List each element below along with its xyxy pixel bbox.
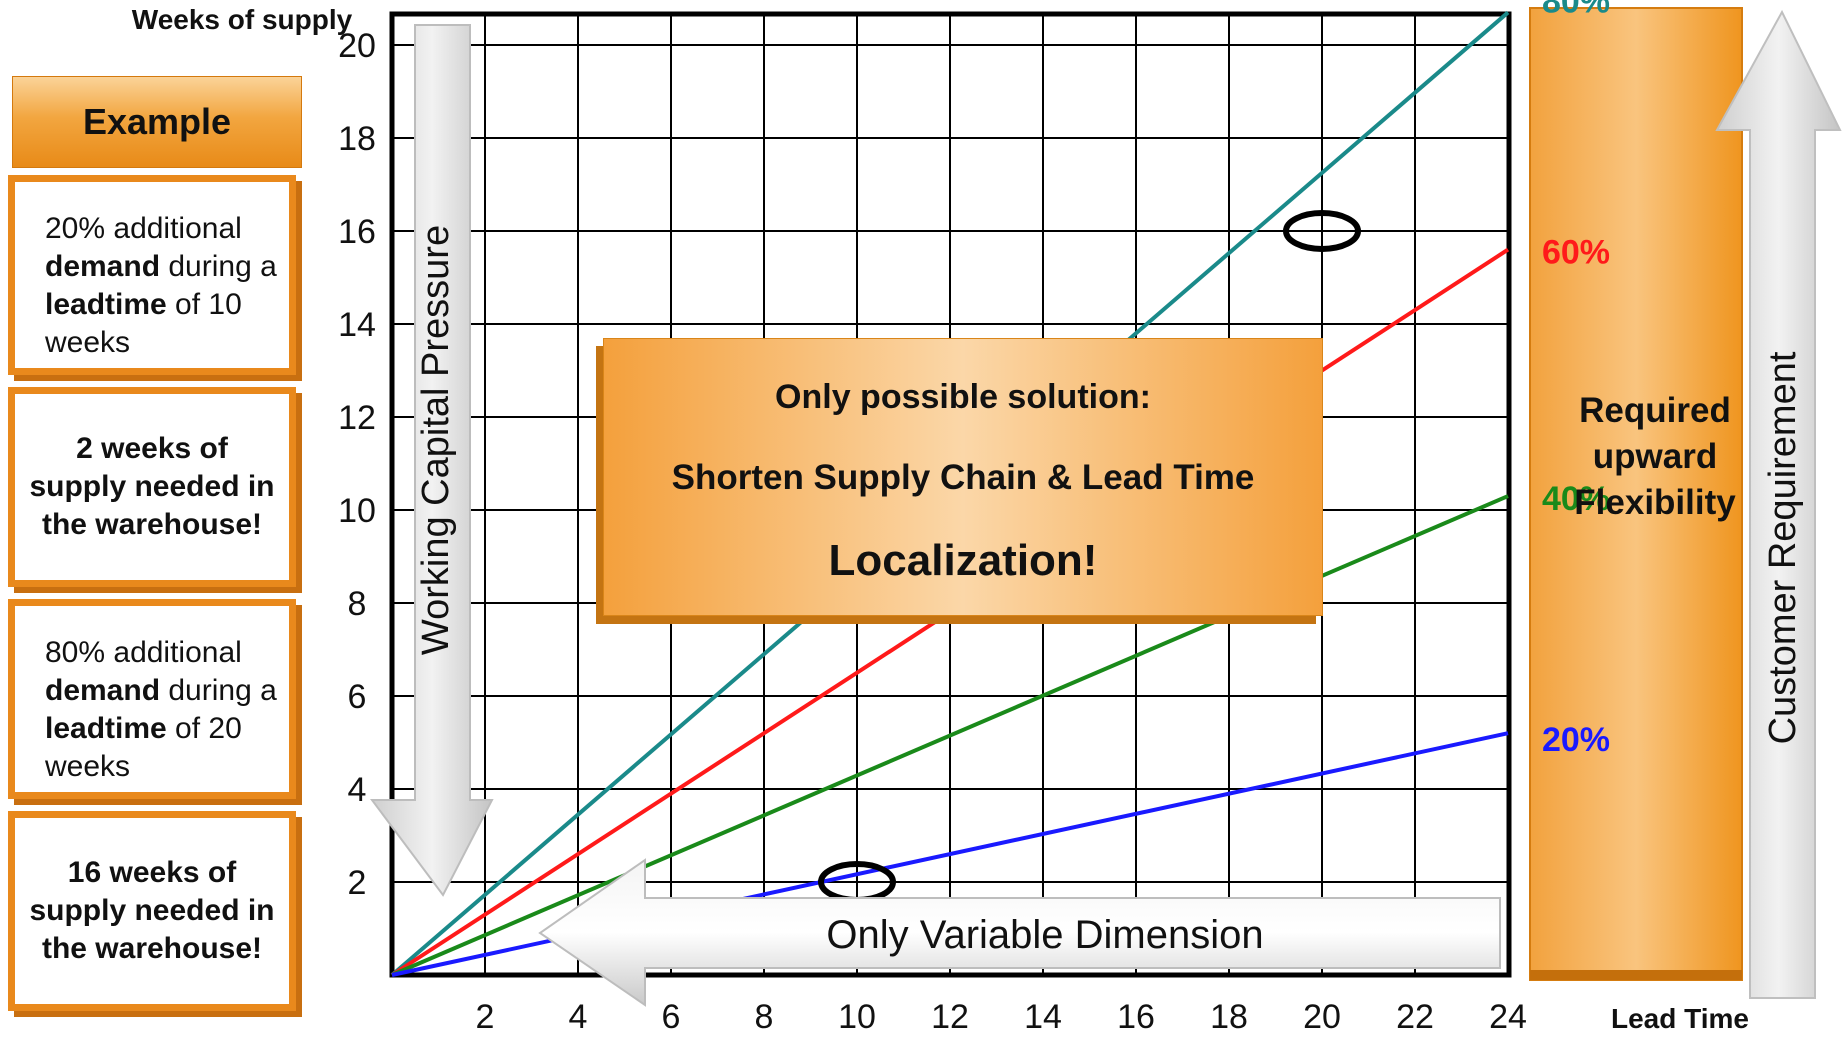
solution-box: Only possible solution: Shorten Supply C… xyxy=(603,338,1323,616)
required-upward-flexibility-label: Required upward Flexibility xyxy=(1545,388,1765,526)
example-box-3-text: during a xyxy=(160,674,277,707)
y-tick-label: 16 xyxy=(338,213,376,251)
series-label: 20% xyxy=(1542,721,1610,759)
x-tick-label: 24 xyxy=(1489,998,1527,1036)
x-tick-label: 2 xyxy=(476,998,495,1036)
working-capital-pressure-arrow xyxy=(370,24,494,897)
example-box-3-text: weeks xyxy=(45,750,131,783)
customer-requirement-label: Customer Requirement xyxy=(1762,351,1804,744)
example-box-1-bold: leadtime xyxy=(45,288,167,321)
flex-label-line: upward xyxy=(1592,437,1718,476)
y-tick-label: 6 xyxy=(348,678,367,716)
x-tick-label: 18 xyxy=(1210,998,1248,1036)
solution-headline: Localization! xyxy=(828,536,1098,585)
x-tick-labels: 2 4 6 8 10 12 14 16 18 20 22 24 xyxy=(476,998,1527,1036)
example-box-4: 16 weeks of supply needed in the warehou… xyxy=(8,811,296,1011)
y-tick-label: 20 xyxy=(338,27,376,65)
flex-label-line: Required xyxy=(1579,391,1731,430)
example-box-3: 80% additional demand during a leadtime … xyxy=(8,599,296,799)
series-label: 40% xyxy=(1542,480,1610,518)
x-tick-label: 8 xyxy=(755,998,774,1036)
solution-title: Only possible solution: xyxy=(775,378,1151,416)
plot-frame xyxy=(389,11,1512,978)
example-box-2-text: 2 weeks of supply needed in the warehous… xyxy=(29,432,275,541)
y-tick-label: 2 xyxy=(348,864,367,902)
flex-label-line: Flexibility xyxy=(1574,483,1736,522)
x-tick-label: 20 xyxy=(1303,998,1341,1036)
example-header-label: Example xyxy=(82,101,232,142)
customer-requirement-arrow xyxy=(1715,9,1842,999)
x-axis-title: Lead Time xyxy=(1611,1003,1749,1034)
y-tick-label: 12 xyxy=(338,399,376,437)
x-tick-label: 16 xyxy=(1117,998,1155,1036)
example-box-1: 20% additional demand during a leadtime … xyxy=(8,175,296,375)
example-box-4-text: 16 weeks of supply needed in the warehou… xyxy=(29,856,275,965)
x-tick-label: 6 xyxy=(662,998,681,1036)
example-box-1-text: during a xyxy=(160,250,277,283)
example-box-3-bold: demand xyxy=(45,674,161,707)
example-box-3-text: of 20 xyxy=(166,712,242,745)
example-box-1-text: weeks xyxy=(45,326,131,359)
y-tick-label: 4 xyxy=(348,771,367,809)
x-tick-label: 10 xyxy=(838,998,876,1036)
only-variable-dimension-label: Only Variable Dimension xyxy=(826,913,1263,957)
flexibility-column xyxy=(1529,7,1743,981)
highlight-ellipse xyxy=(1283,210,1361,252)
series-labels: 80% 60% 40% 20% xyxy=(1542,0,1610,759)
example-box-1-text: 20% additional xyxy=(45,212,242,245)
example-box-1-bold: demand xyxy=(45,250,161,283)
x-tick-label: 4 xyxy=(569,998,588,1036)
flexibility-column-shadow xyxy=(1530,970,1742,980)
solution-detail: Shorten Supply Chain & Lead Time xyxy=(671,458,1255,497)
y-tick-label: 18 xyxy=(338,120,376,158)
only-variable-dimension-arrow xyxy=(538,858,1501,1007)
y-axis-title: Weeks of supply xyxy=(132,4,353,35)
example-header: Example xyxy=(12,76,302,168)
y-tick-label: 10 xyxy=(338,492,376,530)
example-box-2: 2 weeks of supply needed in the warehous… xyxy=(8,387,296,587)
example-box-1-text: of 10 xyxy=(166,288,242,321)
y-tick-label: 8 xyxy=(348,585,367,623)
working-capital-pressure-label: Working Capital Pressure xyxy=(415,225,457,655)
series-label: 80% xyxy=(1542,0,1610,20)
example-box-3-text: 80% additional xyxy=(45,636,242,669)
example-box-3-bold: leadtime xyxy=(45,712,167,745)
x-tick-label: 22 xyxy=(1396,998,1434,1036)
series-label: 60% xyxy=(1542,234,1610,272)
y-tick-label: 14 xyxy=(338,306,376,344)
x-tick-label: 12 xyxy=(931,998,969,1036)
x-tick-label: 14 xyxy=(1024,998,1062,1036)
